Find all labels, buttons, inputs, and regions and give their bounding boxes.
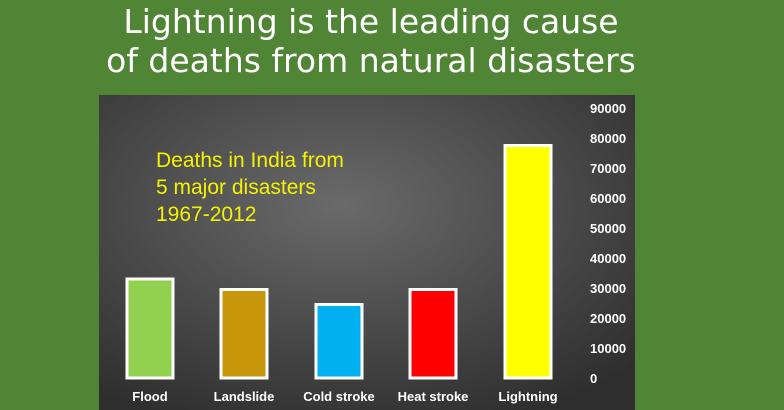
y-tick-label: 50000 xyxy=(590,221,626,236)
annotation-line: 1967-2012 xyxy=(156,203,256,226)
bar-landslide xyxy=(219,288,269,380)
y-tick-label: 70000 xyxy=(590,161,626,176)
x-category-label: Cold stroke xyxy=(303,389,375,404)
x-category-label: Flood xyxy=(132,389,167,404)
bars xyxy=(125,144,553,380)
y-tick-label: 30000 xyxy=(590,281,626,296)
bar-flood xyxy=(125,277,175,380)
annotation-line: Deaths in India from xyxy=(156,149,344,172)
y-tick-label: 60000 xyxy=(590,191,626,206)
x-category-label: Landslide xyxy=(214,389,275,404)
plot-background xyxy=(99,95,635,410)
y-tick-label: 90000 xyxy=(590,101,626,116)
y-tick-label: 0 xyxy=(590,371,597,386)
chart-annotation: Deaths in India from 5 major disasters 196… xyxy=(156,149,344,226)
x-axis-categories: Flood Landslide Cold stroke Heat stroke Ligh… xyxy=(132,389,557,404)
bar-heat-stroke xyxy=(408,288,458,380)
chart-title-line-1: Lightning is the leading cause xyxy=(123,2,619,41)
chart-title-line-2: of deaths from natural disasters xyxy=(106,41,636,80)
chart-title: Lightning is the leading cause of deaths… xyxy=(0,2,742,80)
annotation-line: 5 major disasters xyxy=(156,176,316,199)
bar-cold-stroke xyxy=(314,303,364,380)
x-category-label: Heat stroke xyxy=(398,389,469,404)
y-tick-label: 10000 xyxy=(590,341,626,356)
x-category-label: Lightning xyxy=(498,389,557,404)
y-tick-label: 20000 xyxy=(590,311,626,326)
y-axis-ticks: 0 10000 20000 30000 40000 50000 60000 70000 8000… xyxy=(590,101,626,386)
y-tick-label: 80000 xyxy=(590,131,626,146)
y-tick-label: 40000 xyxy=(590,251,626,266)
bar-lightning xyxy=(503,144,553,380)
